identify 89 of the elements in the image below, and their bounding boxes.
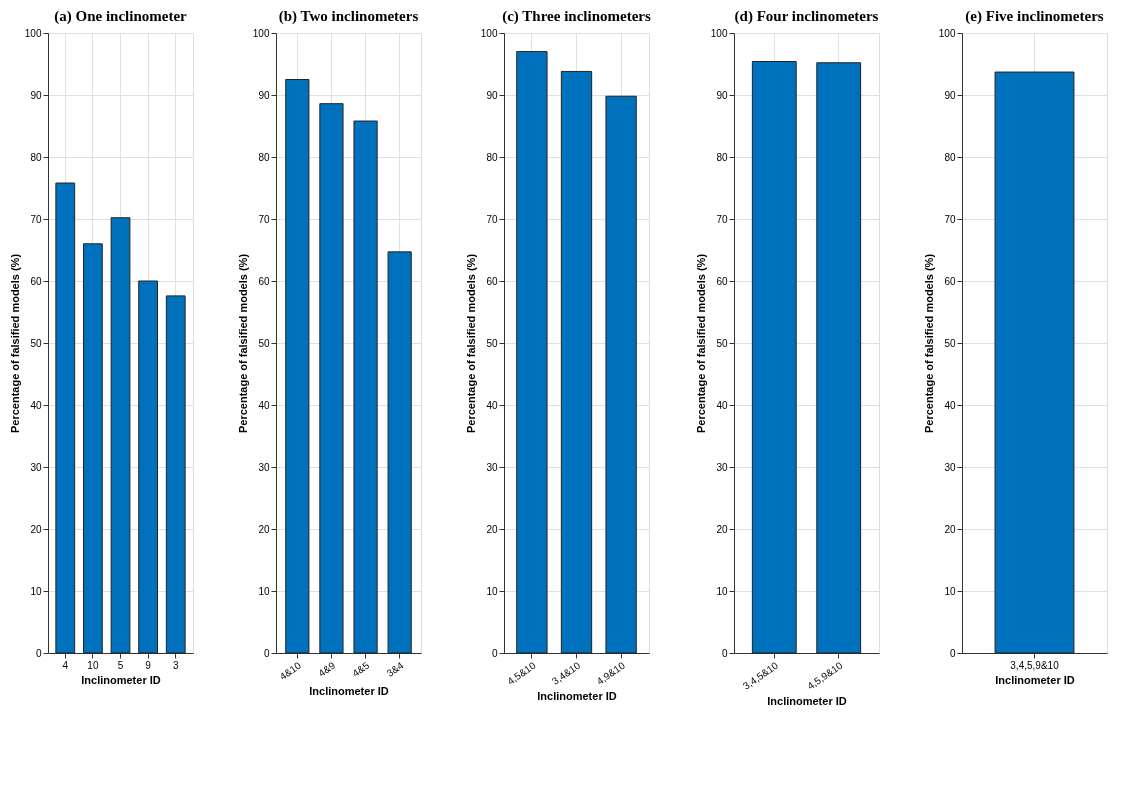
y-axis-title: Percentage of falsified models (%) bbox=[8, 253, 21, 434]
y-axis-title: Percentage of falsified models (%) bbox=[236, 253, 249, 434]
y-tick-label: 80 bbox=[716, 151, 728, 163]
chart-title: (a) One inclinometer bbox=[54, 8, 188, 25]
y-tick-label: 90 bbox=[716, 89, 728, 101]
y-tick-label: 40 bbox=[716, 399, 728, 411]
y-tick-label: 70 bbox=[30, 213, 42, 225]
x-axis-title: Inclinometer ID bbox=[309, 685, 389, 698]
y-tick-label: 90 bbox=[258, 89, 270, 101]
y-tick-label: 70 bbox=[486, 213, 498, 225]
y-tick-label: 10 bbox=[30, 585, 42, 597]
y-tick-label: 20 bbox=[716, 523, 728, 535]
y-tick-label: 40 bbox=[30, 399, 42, 411]
y-tick-label: 20 bbox=[258, 523, 270, 535]
y-tick-label: 60 bbox=[716, 275, 728, 287]
y-tick-label: 30 bbox=[486, 461, 498, 473]
chart-title: (c) Three inclinometers bbox=[502, 8, 651, 25]
x-axis-title: Inclinometer ID bbox=[995, 673, 1075, 686]
x-tick-label: 3,4,5,9&10 bbox=[1010, 659, 1060, 671]
x-tick-label: 5 bbox=[117, 659, 124, 671]
y-tick-label: 20 bbox=[30, 523, 42, 535]
y-tick-label: 70 bbox=[716, 213, 728, 225]
y-tick-label: 50 bbox=[716, 337, 728, 349]
y-tick-label: 60 bbox=[258, 275, 270, 287]
y-tick-label: 10 bbox=[258, 585, 270, 597]
y-tick-label: 50 bbox=[30, 337, 42, 349]
bar bbox=[353, 120, 378, 654]
x-axis-title: Inclinometer ID bbox=[767, 694, 847, 707]
y-tick-label: 30 bbox=[716, 461, 728, 473]
chart-title: (b) Two inclinometers bbox=[278, 8, 419, 25]
bar bbox=[55, 182, 76, 654]
x-tick-label: 3 bbox=[172, 659, 179, 671]
y-tick-label: 100 bbox=[480, 27, 498, 39]
y-tick-label: 90 bbox=[486, 89, 498, 101]
y-tick-label: 80 bbox=[30, 151, 42, 163]
y-tick-label: 30 bbox=[258, 461, 270, 473]
y-tick-label: 40 bbox=[486, 399, 498, 411]
y-tick-label: 90 bbox=[30, 89, 42, 101]
y-tick-label: 10 bbox=[486, 585, 498, 597]
y-tick-label: 60 bbox=[486, 275, 498, 287]
y-tick-label: 100 bbox=[252, 27, 270, 39]
y-axis-title: Percentage of falsified models (%) bbox=[922, 253, 935, 434]
bar bbox=[165, 295, 186, 654]
bar bbox=[285, 79, 310, 654]
y-tick-label: 30 bbox=[944, 461, 956, 473]
y-tick-label: 50 bbox=[486, 337, 498, 349]
x-tick-label: 10 bbox=[87, 659, 99, 671]
y-axis-title: Percentage of falsified models (%) bbox=[464, 253, 477, 434]
bar bbox=[319, 103, 344, 654]
bar bbox=[82, 243, 103, 654]
bar bbox=[110, 217, 131, 654]
y-tick-label: 70 bbox=[944, 213, 956, 225]
x-tick-label: 4&10 bbox=[277, 659, 304, 683]
y-tick-label: 0 bbox=[721, 647, 728, 659]
x-tick-label: 3&4 bbox=[384, 659, 406, 679]
bar bbox=[387, 251, 412, 654]
y-tick-label: 10 bbox=[716, 585, 728, 597]
x-tick-label: 9 bbox=[145, 659, 152, 671]
y-tick-label: 60 bbox=[944, 275, 956, 287]
y-tick-label: 0 bbox=[263, 647, 270, 659]
y-tick-label: 50 bbox=[258, 337, 270, 349]
y-axis-title: Percentage of falsified models (%) bbox=[694, 253, 707, 434]
y-tick-label: 30 bbox=[30, 461, 42, 473]
y-tick-label: 80 bbox=[258, 151, 270, 163]
y-tick-label: 80 bbox=[944, 151, 956, 163]
bar bbox=[138, 280, 159, 654]
chart-title: (d) Four inclinometers bbox=[734, 8, 879, 25]
y-tick-label: 20 bbox=[944, 523, 956, 535]
x-tick-label: 4&5 bbox=[350, 659, 372, 679]
y-tick-label: 0 bbox=[35, 647, 42, 659]
y-tick-label: 10 bbox=[944, 585, 956, 597]
y-tick-label: 60 bbox=[30, 275, 42, 287]
y-tick-label: 100 bbox=[938, 27, 956, 39]
chart-title: (e) Five inclinometers bbox=[965, 8, 1104, 25]
y-tick-label: 100 bbox=[24, 27, 42, 39]
y-tick-label: 40 bbox=[258, 399, 270, 411]
y-tick-label: 20 bbox=[486, 523, 498, 535]
y-tick-label: 80 bbox=[486, 151, 498, 163]
y-tick-label: 100 bbox=[710, 27, 728, 39]
x-axis-title: Inclinometer ID bbox=[537, 689, 617, 702]
y-tick-label: 0 bbox=[949, 647, 956, 659]
y-tick-label: 90 bbox=[944, 89, 956, 101]
y-tick-label: 70 bbox=[258, 213, 270, 225]
x-axis-title: Inclinometer ID bbox=[81, 673, 161, 686]
x-tick-label: 4 bbox=[62, 659, 69, 671]
y-tick-label: 0 bbox=[491, 647, 498, 659]
x-tick-label: 4&9 bbox=[316, 659, 338, 679]
y-tick-label: 50 bbox=[944, 337, 956, 349]
y-tick-label: 40 bbox=[944, 399, 956, 411]
